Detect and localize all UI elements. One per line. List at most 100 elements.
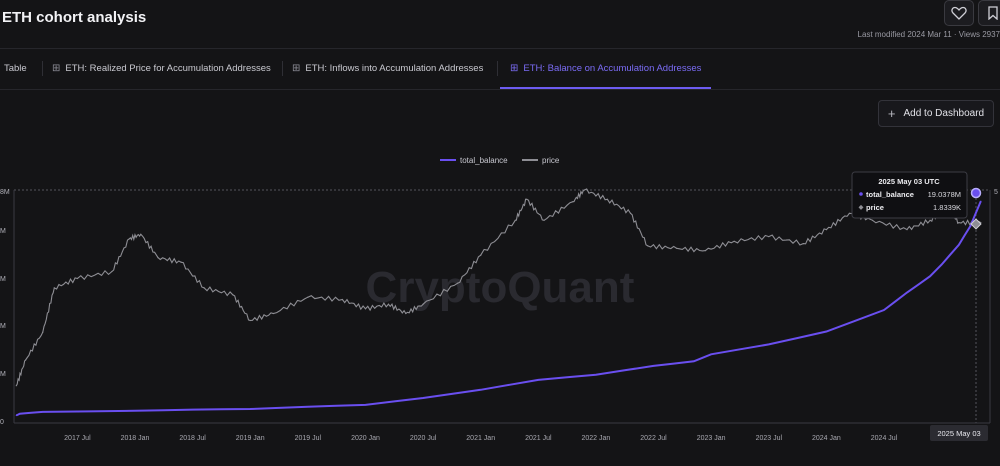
data-point-price	[906, 229, 908, 231]
data-point-total-balance	[15, 414, 17, 416]
data-point-total-balance	[19, 413, 21, 415]
tab-balance[interactable]: ⊞ ETH: Balance on Accumulation Addresses	[500, 49, 712, 89]
legend-label: total_balance	[460, 156, 508, 165]
data-point-price	[543, 219, 545, 221]
tab-label: ETH: Inflows into Accumulation Addresses	[305, 63, 484, 74]
data-point-price	[307, 296, 309, 298]
data-point-price	[676, 247, 678, 249]
chart-icon: ⊞	[52, 63, 61, 74]
tab-divider	[282, 61, 283, 76]
favorite-button[interactable]	[944, 0, 974, 26]
data-point-price	[364, 308, 367, 310]
left-axis-tick: 0	[0, 419, 4, 426]
data-point-price	[203, 287, 205, 289]
data-point-price	[24, 359, 27, 361]
chart-tabs: ☷ Table ⊞ ETH: Realized Price for Accumu…	[0, 48, 1000, 90]
data-point-price	[457, 282, 459, 284]
data-point-total-balance	[134, 410, 136, 412]
x-axis-tick: 2022 Jul	[640, 435, 667, 442]
tooltip-series-name: price	[866, 203, 884, 212]
x-axis: 2017 Jul 2018 Jan 2018 Jul 2019 Jan 2019 Jul…	[64, 435, 945, 442]
legend-label: price	[542, 156, 560, 165]
data-point-total-balance	[693, 360, 695, 362]
tooltip-marker-price	[858, 204, 864, 210]
x-axis-tick: 2024 Jul	[871, 435, 898, 442]
top-bar: ETH cohort analysis Last modified 2024 M…	[0, 0, 1000, 48]
data-point-price	[15, 385, 17, 387]
right-axis-tick: 5	[994, 189, 998, 196]
data-point-price	[526, 198, 528, 200]
data-point-total-balance	[906, 291, 908, 294]
data-point-total-balance	[192, 409, 194, 411]
data-point-price	[768, 236, 770, 238]
data-point-price	[387, 303, 390, 305]
bookmark-icon	[988, 6, 998, 20]
data-point-total-balance	[969, 225, 972, 227]
x-axis-tick: 2019 Jan	[236, 435, 265, 442]
data-point-price	[157, 257, 159, 259]
data-point-price	[929, 219, 931, 221]
data-point-price	[958, 222, 960, 224]
data-point-price	[341, 298, 343, 301]
data-point-total-balance	[307, 406, 309, 408]
data-point-price	[629, 212, 632, 214]
data-point-price	[583, 189, 586, 191]
data-point-total-balance	[941, 264, 943, 266]
data-point-price	[249, 319, 251, 322]
add-to-dashboard-label: Add to Dashboard	[903, 108, 985, 119]
tooltip-box	[851, 171, 968, 219]
tab-realized-price[interactable]: ⊞ ETH: Realized Price for Accumulation A…	[52, 49, 271, 88]
legend-item-total-balance[interactable]: total_balance	[440, 156, 508, 165]
data-point-total-balance	[480, 389, 482, 391]
x-axis-tick: 2024 Jan	[812, 435, 841, 442]
data-point-price	[572, 201, 574, 203]
tab-inflows[interactable]: ⊞ ETH: Inflows into Accumulation Address…	[292, 49, 483, 88]
data-point-price	[76, 277, 78, 280]
x-axis-tick: 2021 Jul	[525, 435, 552, 442]
x-axis-tick: 2017 Jul	[64, 435, 91, 442]
x-axis-tick: 2023 Jul	[756, 435, 783, 442]
data-point-price	[232, 294, 234, 296]
bookmark-button[interactable]	[978, 0, 1000, 26]
data-point-total-balance	[710, 353, 712, 355]
data-point-total-balance	[422, 397, 424, 399]
hover-marker-total-balance	[970, 187, 982, 199]
data-point-price	[111, 270, 113, 273]
cursor-date: 2025 May 03	[937, 429, 980, 438]
cursor-label-box	[930, 425, 988, 441]
tooltip-marker-total-balance	[859, 192, 863, 196]
tooltip: 2025 May 03 UTC total_balance 19.0378M p…	[851, 171, 968, 219]
add-to-dashboard-button[interactable]: + Add to Dashboard	[878, 100, 994, 127]
x-axis-tick: 2018 Jan	[121, 435, 150, 442]
tab-table[interactable]: ☷ Table	[0, 49, 27, 88]
data-point-price	[42, 331, 44, 333]
x-axis-tick: 2018 Jul	[179, 435, 206, 442]
series-points	[15, 189, 982, 416]
heart-icon	[951, 6, 967, 20]
left-axis-tick: M	[0, 228, 6, 235]
x-axis-tick: 2020 Jan	[351, 435, 380, 442]
data-point-price	[606, 198, 609, 200]
left-axis-tick: M	[0, 371, 6, 378]
left-axis-tick: M	[0, 323, 6, 330]
tab-label: ETH: Realized Price for Accumulation Add…	[65, 63, 271, 74]
left-axis-tick: M	[0, 276, 6, 283]
series-line-total-balance	[15, 200, 982, 417]
data-point-price	[128, 238, 130, 240]
data-point-total-balance	[652, 365, 655, 367]
data-point-price	[802, 243, 804, 245]
data-point-price	[53, 287, 55, 289]
data-point-price	[871, 219, 874, 221]
data-point-price	[733, 240, 735, 242]
data-point-price	[647, 245, 649, 247]
tooltip-series-name: total_balance	[866, 190, 914, 199]
watermark: CryptoQuant	[366, 263, 635, 312]
tooltip-date: 2025 May 03 UTC	[878, 177, 940, 186]
legend-item-price[interactable]: price	[522, 156, 560, 165]
plus-icon: +	[887, 106, 896, 121]
data-point-total-balance	[537, 379, 539, 381]
x-axis-tick: 2021 Jan	[466, 435, 495, 442]
data-point-total-balance	[364, 404, 367, 406]
data-point-price	[825, 229, 828, 231]
